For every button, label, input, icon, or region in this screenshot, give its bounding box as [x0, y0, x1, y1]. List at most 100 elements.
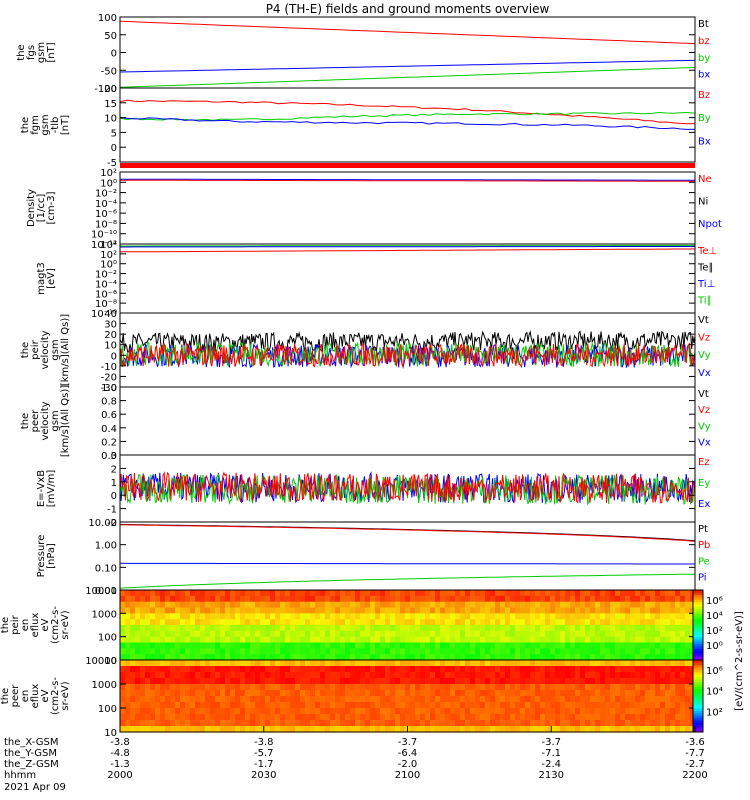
- spectrogram-cell: [440, 684, 446, 691]
- spectrogram-cell: [460, 666, 466, 673]
- spectrogram-cell: [210, 684, 216, 691]
- spectrogram-cell: [640, 601, 646, 609]
- spectrogram-cell: [670, 696, 676, 703]
- spectrogram-cell: [515, 648, 521, 655]
- colorbar-cell: [693, 679, 703, 683]
- spectrogram-cell: [360, 636, 366, 644]
- spectrogram-cell: [660, 613, 666, 620]
- spectrogram-cell: [635, 678, 641, 685]
- spectrogram-cell: [235, 702, 241, 709]
- spectrogram-cell: [410, 726, 416, 733]
- spectrogram-cell: [625, 601, 631, 609]
- spectrogram-cell: [335, 642, 341, 649]
- spectrogram-cell: [265, 684, 271, 691]
- spectrogram-cell: [250, 625, 256, 632]
- spectrogram-cell: [410, 684, 416, 691]
- spectrogram-cell: [255, 672, 261, 679]
- spectrogram-cell: [350, 726, 356, 733]
- spectrogram-cell: [455, 613, 461, 620]
- spectrogram-cell: [375, 714, 381, 721]
- spectrogram-cell: [235, 726, 241, 733]
- spectrogram-cell: [375, 613, 381, 620]
- spectrogram-cell: [555, 702, 561, 709]
- spectrogram-cell: [260, 601, 266, 609]
- spectrogram-cell: [265, 666, 271, 673]
- spectrogram-cell: [280, 696, 286, 703]
- spectrogram-cell: [260, 590, 266, 597]
- spectrogram-cell: [120, 684, 126, 691]
- spectrogram-cell: [175, 660, 181, 667]
- spectrogram-cell: [390, 642, 396, 649]
- panel-frame-p4: [119, 243, 696, 314]
- spectrogram-cell: [360, 702, 366, 709]
- spectrogram-cell: [360, 630, 366, 638]
- spectrogram-cell: [320, 613, 326, 620]
- spectrogram-cell: [500, 648, 506, 655]
- spectrogram-cell: [140, 648, 146, 655]
- colorbar-cell: [693, 604, 703, 607]
- spectrogram-cell: [540, 642, 546, 649]
- spectrogram-cell: [300, 690, 306, 697]
- spectrogram-cell: [290, 648, 296, 655]
- colorbar-tick-label: 10⁰: [706, 641, 723, 652]
- spectrogram-cell: [375, 630, 381, 638]
- spectrogram-cell: [465, 636, 471, 644]
- spectrogram-cell: [480, 690, 486, 697]
- spectrogram-cell: [450, 714, 456, 721]
- spectrogram-cell: [185, 660, 191, 667]
- spectrogram-cell: [515, 590, 521, 597]
- spectrogram-cell: [345, 672, 351, 679]
- spectrogram-cell: [160, 690, 166, 697]
- spectrogram-cell: [655, 654, 661, 661]
- ylabel-p1: gsm: [36, 42, 47, 63]
- spectrogram-cell: [460, 720, 466, 727]
- spectrogram-cell: [350, 642, 356, 649]
- spectrogram-cell: [495, 625, 501, 632]
- spectrogram-cell: [165, 601, 171, 609]
- ylabel-p10: the: [0, 688, 11, 704]
- spectrogram-cell: [145, 660, 151, 667]
- spectrogram-cell: [605, 636, 611, 644]
- spectrogram-cell: [630, 720, 636, 727]
- legend-p4: Ti∥: [697, 295, 712, 306]
- spectrogram-cell: [140, 630, 146, 638]
- spectrogram-cell: [580, 672, 586, 679]
- legend-p1: bx: [698, 70, 710, 81]
- spectrogram-cell: [430, 690, 436, 697]
- spectrogram-cell: [560, 613, 566, 620]
- spectrogram-cell: [580, 619, 586, 626]
- spectrogram-cell: [245, 648, 251, 655]
- spectrogram-cell: [130, 642, 136, 649]
- spectrogram-cell: [240, 654, 246, 661]
- spectrogram-cell: [570, 613, 576, 620]
- spectrogram-cell: [120, 708, 126, 715]
- spectrogram-cell: [605, 726, 611, 733]
- spectrogram-cell: [565, 720, 571, 727]
- xaxis-row-value: 2200: [682, 770, 707, 781]
- spectrogram-cell: [525, 630, 531, 638]
- spectrogram-cell: [685, 607, 691, 614]
- spectrogram-cell: [265, 595, 271, 603]
- spectrogram-cell: [685, 726, 691, 733]
- spectrogram-cell: [655, 619, 661, 626]
- spectrogram-cell: [345, 708, 351, 715]
- spectrogram-cell: [560, 654, 566, 661]
- spectrogram-cell: [500, 625, 506, 632]
- spectrogram-cell: [515, 726, 521, 733]
- spectrogram-cell: [165, 672, 171, 679]
- spectrogram-cell: [670, 702, 676, 709]
- spectrogram-cell: [335, 648, 341, 655]
- spectrogram-cell: [295, 630, 301, 638]
- ylabel-p6: peer: [30, 409, 41, 433]
- spectrogram-cell: [495, 726, 501, 733]
- spectrogram-cell: [540, 590, 546, 597]
- spectrogram-cell: [360, 720, 366, 727]
- spectrogram-cell: [270, 666, 276, 673]
- spectrogram-cell: [370, 666, 376, 673]
- spectrogram-cell: [435, 636, 441, 644]
- spectrogram-cell: [550, 684, 556, 691]
- spectrogram-cell: [580, 696, 586, 703]
- spectrogram-cell: [130, 666, 136, 673]
- spectrogram-cell: [560, 696, 566, 703]
- spectrogram-cell: [670, 619, 676, 626]
